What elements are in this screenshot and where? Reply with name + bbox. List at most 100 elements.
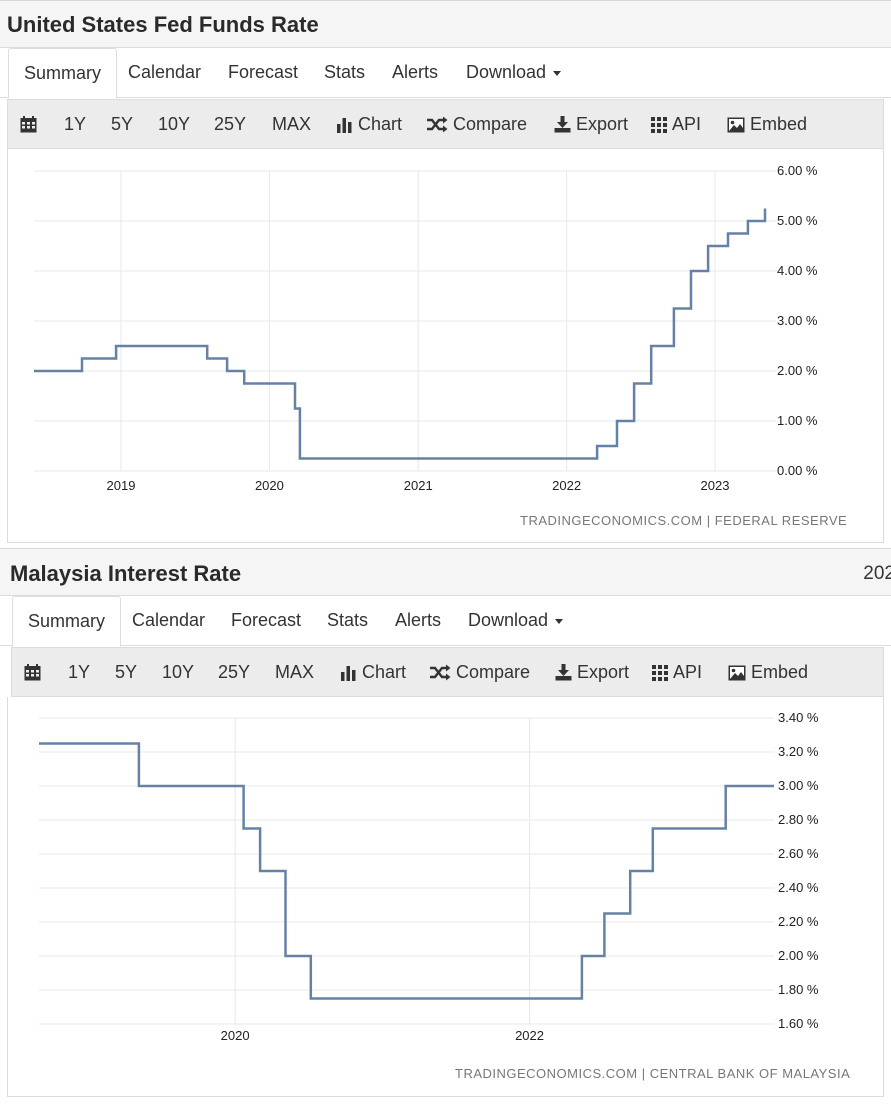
range-10y-button[interactable]: 10Y <box>158 114 191 134</box>
x-tick-label: 2019 <box>107 478 136 493</box>
download-label: Download <box>468 610 549 630</box>
range-5y-button[interactable]: 5Y <box>115 662 138 682</box>
tab-download[interactable]: Download <box>468 596 564 646</box>
tab-bar: Summary Calendar Forecast Stats Alerts D… <box>0 596 891 647</box>
y-tick-label: 2.20 % <box>778 914 819 929</box>
tab-calendar[interactable]: Calendar <box>128 62 202 82</box>
page-title: Malaysia Interest Rate <box>10 561 242 586</box>
image-icon <box>728 665 746 681</box>
tab-alerts[interactable]: Alerts <box>392 62 439 82</box>
export-label: Export <box>577 662 630 682</box>
download-icon <box>554 116 571 133</box>
y-tick-label: 2.80 % <box>778 812 819 827</box>
embed-label: Embed <box>751 662 809 682</box>
fed-funds-panel: United States Fed Funds Rate Summary Cal… <box>0 0 891 548</box>
chart-area: 1.60 % 1.80 % 2.00 % 2.20 % 2.40 % 2.60 % 2.80… <box>7 697 884 1097</box>
grid-icon <box>652 665 668 681</box>
chart-toolbar: 1Y 5Y 10Y 25Y MAX Chart Compare Export A… <box>11 647 884 697</box>
y-tick-label: 4.00 % <box>777 263 818 278</box>
chart-button[interactable]: Chart <box>336 100 402 148</box>
caret-down-icon <box>553 70 562 76</box>
range-max-button[interactable]: MAX <box>275 662 315 682</box>
chart-area: 0.00 % 1.00 % 2.00 % 3.00 % 4.00 % 5.00 % 6.00… <box>7 149 884 543</box>
x-tick-label: 2021 <box>404 478 433 493</box>
embed-button[interactable]: Embed <box>728 648 808 696</box>
malaysia-rate-chart: 1.60 % 1.80 % 2.00 % 2.20 % 2.40 % 2.60 % 2.80… <box>39 710 819 1043</box>
y-tick-label: 1.60 % <box>778 1016 819 1031</box>
api-button[interactable]: API <box>651 100 701 148</box>
compare-button[interactable]: Compare <box>429 648 530 696</box>
y-tick-label: 2.60 % <box>778 846 819 861</box>
tab-forecast[interactable]: Forecast <box>231 610 302 630</box>
compare-label: Compare <box>453 114 528 134</box>
y-tick-label: 2.00 % <box>778 948 819 963</box>
y-tick-label: 3.40 % <box>778 710 819 725</box>
compare-button[interactable]: Compare <box>426 100 527 148</box>
rate-series-line <box>39 742 774 1000</box>
tab-download[interactable]: Download <box>466 48 562 98</box>
title-bar: Malaysia Interest Rate 202 <box>0 548 891 596</box>
calendar-icon[interactable] <box>24 648 46 696</box>
y-tick-label: 0.00 % <box>777 463 818 478</box>
malaysia-panel: Malaysia Interest Rate 202 Summary Calen… <box>0 548 891 1107</box>
tab-alerts[interactable]: Alerts <box>395 610 442 630</box>
tab-summary[interactable]: Summary <box>8 48 118 99</box>
y-tick-label: 3.20 % <box>778 744 819 759</box>
range-max-button[interactable]: MAX <box>272 114 312 134</box>
bar-chart-icon <box>337 118 352 133</box>
tab-calendar[interactable]: Calendar <box>132 610 206 630</box>
grid-icon <box>651 117 667 133</box>
y-tick-label: 2.40 % <box>778 880 819 895</box>
rate-series-line <box>34 208 767 460</box>
y-tick-label: 5.00 % <box>777 213 818 228</box>
tab-stats[interactable]: Stats <box>327 610 369 630</box>
tab-bar: Summary Calendar Forecast Stats Alerts D… <box>0 48 891 99</box>
api-label: API <box>672 114 702 134</box>
compare-label: Compare <box>456 662 531 682</box>
chart-label: Chart <box>362 662 407 682</box>
y-tick-label: 3.00 % <box>777 313 818 328</box>
title-bar: United States Fed Funds Rate <box>0 0 891 48</box>
caret-down-icon <box>555 618 564 624</box>
x-tick-label: 2022 <box>515 1028 544 1043</box>
fed-funds-chart: 0.00 % 1.00 % 2.00 % 3.00 % 4.00 % 5.00 % 6.00… <box>34 163 818 493</box>
y-tick-label: 6.00 % <box>777 163 818 178</box>
range-10y-button[interactable]: 10Y <box>162 662 195 682</box>
y-tick-label: 2.00 % <box>777 363 818 378</box>
export-button[interactable]: Export <box>555 648 629 696</box>
range-1y-button[interactable]: 1Y <box>68 662 91 682</box>
tab-stats[interactable]: Stats <box>324 62 366 82</box>
tab-forecast[interactable]: Forecast <box>228 62 299 82</box>
y-tick-label: 1.00 % <box>777 413 818 428</box>
x-tick-label: 2020 <box>221 1028 250 1043</box>
calendar-icon[interactable] <box>20 100 42 148</box>
image-icon <box>727 117 745 133</box>
source-credit: TRADINGECONOMICS.COM | FEDERAL RESERVE <box>520 513 848 528</box>
embed-button[interactable]: Embed <box>727 100 807 148</box>
download-icon <box>555 664 572 681</box>
range-1y-button[interactable]: 1Y <box>64 114 87 134</box>
title-extra: 202 <box>863 563 891 584</box>
page-title: United States Fed Funds Rate <box>7 12 319 37</box>
range-25y-button[interactable]: 25Y <box>218 662 251 682</box>
export-label: Export <box>576 114 629 134</box>
shuffle-icon <box>427 116 448 133</box>
shuffle-icon <box>430 664 451 681</box>
bar-chart-icon <box>341 666 356 681</box>
api-button[interactable]: API <box>652 648 702 696</box>
y-tick-label: 1.80 % <box>778 982 819 997</box>
chart-label: Chart <box>358 114 403 134</box>
range-5y-button[interactable]: 5Y <box>111 114 134 134</box>
range-25y-button[interactable]: 25Y <box>214 114 247 134</box>
x-tick-label: 2022 <box>552 478 581 493</box>
api-label: API <box>673 662 703 682</box>
x-tick-label: 2023 <box>701 478 730 493</box>
chart-toolbar: 1Y 5Y 10Y 25Y MAX Chart Compare Export A… <box>7 99 884 149</box>
download-label: Download <box>466 62 547 82</box>
y-tick-label: 3.00 % <box>778 778 819 793</box>
tab-summary[interactable]: Summary <box>12 596 122 647</box>
embed-label: Embed <box>750 114 808 134</box>
export-button[interactable]: Export <box>554 100 628 148</box>
chart-button[interactable]: Chart <box>340 648 406 696</box>
x-tick-label: 2020 <box>255 478 284 493</box>
